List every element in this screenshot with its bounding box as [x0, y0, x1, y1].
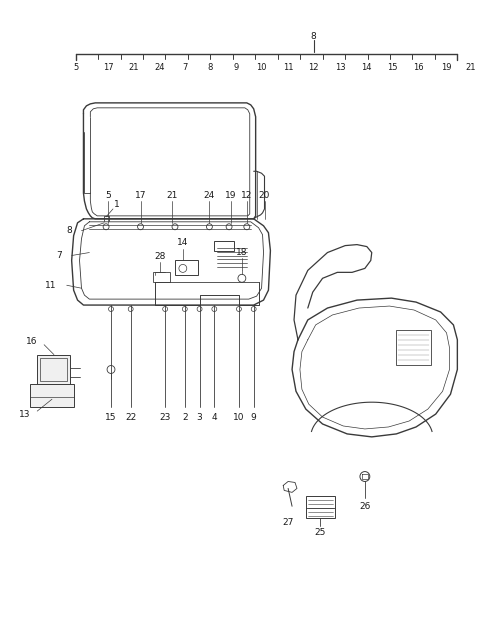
- Text: 5: 5: [73, 62, 78, 72]
- Text: 7: 7: [182, 62, 188, 72]
- Polygon shape: [37, 354, 70, 384]
- Text: 24: 24: [204, 190, 215, 200]
- Text: 11: 11: [283, 62, 293, 72]
- Text: 19: 19: [225, 190, 237, 200]
- Text: 9: 9: [233, 62, 239, 72]
- Text: 24: 24: [154, 62, 165, 72]
- Text: 23: 23: [159, 412, 171, 422]
- Text: 21: 21: [128, 62, 139, 72]
- Text: 1: 1: [114, 200, 120, 210]
- Text: 12: 12: [241, 190, 252, 200]
- Text: 21: 21: [466, 62, 476, 72]
- Text: 15: 15: [387, 62, 397, 72]
- Text: 13: 13: [335, 62, 346, 72]
- Text: 3: 3: [197, 412, 203, 422]
- Text: 12: 12: [309, 62, 319, 72]
- Text: 15: 15: [105, 412, 117, 422]
- Text: 16: 16: [26, 337, 37, 346]
- Text: 4: 4: [212, 412, 217, 422]
- Text: 28: 28: [155, 252, 166, 261]
- Text: 10: 10: [233, 412, 245, 422]
- Text: 25: 25: [314, 527, 325, 537]
- Text: 5: 5: [105, 190, 111, 200]
- Text: 8: 8: [208, 62, 213, 72]
- Text: 27: 27: [282, 518, 294, 527]
- Text: 18: 18: [236, 248, 248, 257]
- Text: 11: 11: [46, 281, 57, 290]
- Text: 19: 19: [441, 62, 452, 72]
- Text: 22: 22: [125, 412, 136, 422]
- Text: 14: 14: [360, 62, 371, 72]
- Text: 17: 17: [135, 190, 146, 200]
- Text: 13: 13: [19, 409, 30, 419]
- Text: 14: 14: [177, 238, 189, 247]
- Text: 9: 9: [251, 412, 256, 422]
- Polygon shape: [30, 384, 73, 407]
- Text: 16: 16: [413, 62, 423, 72]
- Text: 10: 10: [256, 62, 267, 72]
- Text: 8: 8: [66, 227, 72, 235]
- Text: 21: 21: [167, 190, 178, 200]
- Text: 26: 26: [359, 502, 371, 511]
- Text: 8: 8: [311, 32, 317, 41]
- Text: 7: 7: [56, 251, 62, 260]
- Text: 17: 17: [103, 62, 113, 72]
- Text: 20: 20: [259, 190, 270, 200]
- Text: 2: 2: [182, 412, 188, 422]
